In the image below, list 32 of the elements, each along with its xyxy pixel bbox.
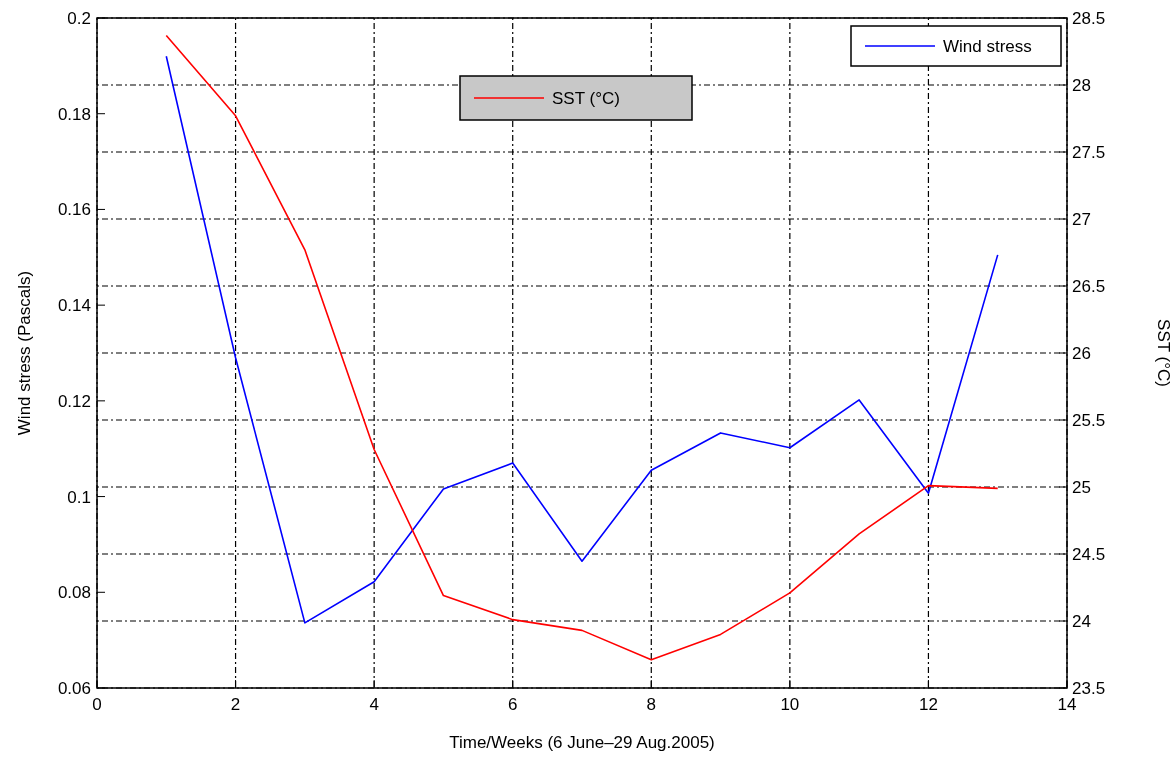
y-tick-label: 0.08 xyxy=(57,583,91,603)
x-tick-label: 6 xyxy=(507,695,518,714)
y-tick-label: 0.1 xyxy=(67,487,91,507)
y2-tick-label: 26.5 xyxy=(1072,277,1106,296)
x-axis-title: Time/Weeks (6 June–29 Aug.2005) xyxy=(449,733,715,752)
legend-label: Wind stress xyxy=(943,37,1032,56)
x-tick-label: 8 xyxy=(646,695,657,714)
y2-tick-label: 23.5 xyxy=(1072,679,1106,698)
y-tick-label: 0.16 xyxy=(57,200,91,220)
x-tick-label: 4 xyxy=(369,695,379,714)
legend-label: SST (°C) xyxy=(552,89,620,108)
y2-tick-label: 24.5 xyxy=(1072,545,1106,564)
y2-tick-label: 28 xyxy=(1072,76,1091,95)
y-axis-title: Wind stress (Pascals) xyxy=(15,270,34,436)
y2-tick-label: 25.5 xyxy=(1072,411,1106,430)
y2-axis-title: SST (°C) xyxy=(1154,319,1172,387)
y2-tick-label: 25 xyxy=(1072,478,1091,497)
x-tick-label: 14 xyxy=(1057,695,1077,714)
y2-tick-label: 26 xyxy=(1072,344,1091,363)
y2-tick-label: 28.5 xyxy=(1072,9,1106,28)
y2-tick-label: 27.5 xyxy=(1072,143,1106,162)
y-tick-label: 0.12 xyxy=(57,391,91,411)
x-tick-label: 10 xyxy=(780,695,800,714)
y-tick-label: 0.14 xyxy=(57,296,91,316)
y-tick-label: 0.18 xyxy=(57,104,91,124)
y2-tick-label: 24 xyxy=(1072,612,1091,631)
y-tick-label: 0.2 xyxy=(67,9,91,28)
x-tick-label: 12 xyxy=(918,695,938,714)
y2-tick-label: 27 xyxy=(1072,210,1091,229)
x-tick-label: 0 xyxy=(92,695,102,714)
x-tick-label: 2 xyxy=(230,695,241,714)
y-tick-label: 0.06 xyxy=(57,679,91,698)
